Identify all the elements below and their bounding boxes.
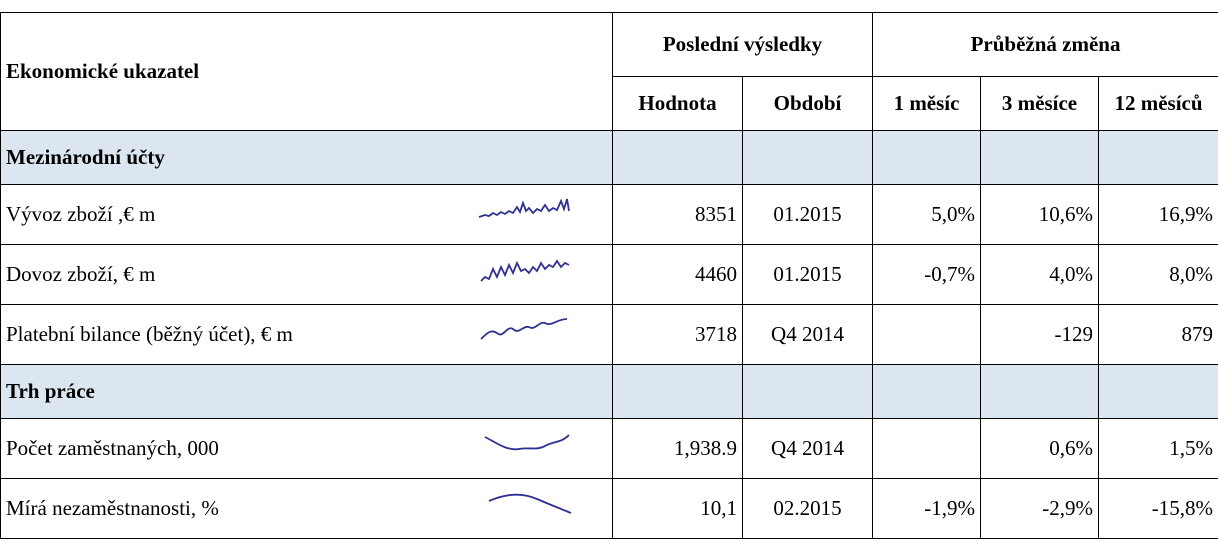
section-cell — [741, 364, 874, 419]
sparkline — [479, 259, 569, 282]
row-label: Vývoz zboží ,€ m — [0, 184, 471, 245]
cell: 879 — [1098, 304, 1218, 365]
sparkline-cell — [470, 244, 613, 305]
data-row: Dovoz zboží, € m 4460 01.2015 -0,7% 4,0% 8,0% — [0, 244, 1218, 305]
header-indicator: Ekonomické ukazatel — [0, 12, 613, 131]
section-cell — [872, 130, 982, 185]
section-cell — [980, 364, 1100, 419]
column-header: 3 měsíce — [980, 76, 1100, 131]
column-header: Období — [741, 76, 874, 131]
table-body: Ekonomické ukazatel Poslední výsledky Pr… — [0, 12, 1218, 539]
data-row: Počet zaměstnaných, 000 1,938.9 Q4 2014 0,6… — [0, 418, 1218, 479]
cell: -2,9% — [980, 478, 1100, 539]
cell: Q4 2014 — [741, 418, 874, 479]
row-label: Mírá nezaměstnanosti, % — [0, 478, 471, 539]
cell: 8351 — [612, 184, 743, 245]
cell: 3718 — [612, 304, 743, 365]
sparkline — [479, 318, 567, 340]
cell: 5,0% — [872, 184, 982, 245]
cell: -0,7% — [872, 244, 982, 305]
cell: 16,9% — [1098, 184, 1218, 245]
cell: 1,5% — [1098, 418, 1218, 479]
column-header: 1 měsíc — [872, 76, 982, 131]
row-label: Počet zaměstnaných, 000 — [0, 418, 471, 479]
cell: 0,6% — [980, 418, 1100, 479]
header-latest: Poslední výsledky — [611, 12, 874, 77]
header-change: Průběžná změna — [872, 12, 1218, 77]
section-row: Mezinárodní účty — [0, 130, 1218, 185]
header-row: Ekonomické ukazatel Poslední výsledky Pr… — [0, 12, 1218, 131]
section-cell — [612, 364, 743, 419]
cell: -1,9% — [872, 478, 982, 539]
sparkline-cell — [470, 418, 613, 479]
sparkline-cell — [470, 478, 613, 539]
section-title: Trh práce — [0, 364, 613, 419]
cell: 01.2015 — [741, 244, 874, 305]
cell — [872, 304, 982, 365]
section-row: Trh práce — [0, 364, 1218, 419]
column-header: 12 měsíců — [1098, 76, 1218, 131]
cell: 02.2015 — [741, 478, 874, 539]
cell: 8,0% — [1098, 244, 1218, 305]
row-label: Dovoz zboží, € m — [0, 244, 471, 305]
section-cell — [872, 364, 982, 419]
sparkline — [484, 434, 570, 451]
cell: 01.2015 — [741, 184, 874, 245]
column-header: Hodnota — [612, 76, 743, 131]
section-cell — [980, 130, 1100, 185]
section-cell — [1098, 130, 1218, 185]
cell: Q4 2014 — [741, 304, 874, 365]
cell: 10,6% — [980, 184, 1100, 245]
cell: 1,938.9 — [612, 418, 743, 479]
row-label: Platební bilance (běžný účet), € m — [0, 304, 471, 365]
data-row: Platební bilance (běžný účet), € m 3718 Q4… — [0, 304, 1218, 365]
cell: 4460 — [612, 244, 743, 305]
data-row: Vývoz zboží ,€ m 8351 01.2015 5,0% 10,6% 16,9… — [0, 184, 1218, 245]
section-cell — [612, 130, 743, 185]
cell: 4,0% — [980, 244, 1100, 305]
section-title: Mezinárodní účty — [0, 130, 613, 185]
section-cell — [741, 130, 874, 185]
sparkline-cell — [470, 304, 613, 365]
sparkline-cell — [470, 184, 613, 245]
sparkline — [478, 198, 570, 218]
data-row: Mírá nezaměstnanosti, % 10,1 02.2015 -1,9% -… — [0, 478, 1218, 539]
indicator-table: Ekonomické ukazatel Poslední výsledky Pr… — [0, 12, 1218, 539]
sparkline — [488, 493, 571, 514]
cell: -129 — [980, 304, 1100, 365]
cell — [872, 418, 982, 479]
cell: 10,1 — [612, 478, 743, 539]
section-cell — [1098, 364, 1218, 419]
cell: -15,8% — [1098, 478, 1218, 539]
